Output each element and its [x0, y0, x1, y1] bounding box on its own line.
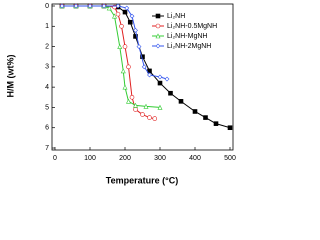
x-tick-label: 400	[189, 155, 201, 162]
point	[157, 104, 163, 110]
point	[155, 33, 161, 39]
x-tick-label: 100	[84, 155, 96, 162]
point	[155, 13, 161, 19]
point	[127, 19, 133, 25]
y-tick-label: 3	[45, 64, 49, 71]
plot-frame	[51, 3, 234, 151]
x-tick-label: 0	[53, 155, 57, 162]
series-line	[62, 5, 161, 108]
legend-label: Li₂NH-2MgNH	[167, 43, 211, 50]
point	[122, 44, 128, 49]
y-tick-label: 7	[45, 145, 49, 152]
point	[133, 107, 138, 112]
point	[141, 64, 147, 70]
point	[126, 98, 131, 104]
x-tick-label: 500	[224, 155, 236, 162]
point	[115, 3, 121, 9]
point	[192, 109, 198, 114]
point	[147, 115, 152, 120]
point	[213, 121, 219, 126]
x-tick-label: 200	[119, 155, 131, 162]
point	[112, 13, 117, 19]
point	[155, 23, 161, 29]
point	[73, 3, 79, 9]
series-line	[62, 5, 155, 120]
point	[143, 103, 149, 109]
legend-label: Li₂NH-0.5MgNH	[167, 23, 217, 30]
point	[140, 112, 145, 117]
legend-label: Li₂NH-MgNH	[167, 33, 207, 40]
point	[133, 27, 138, 33]
point	[124, 5, 130, 11]
point	[120, 68, 126, 74]
y-tick-label: 5	[45, 104, 49, 111]
legend-label: Li₂NH	[167, 13, 185, 20]
point	[126, 64, 131, 70]
point	[136, 44, 142, 49]
point	[129, 94, 135, 100]
y-tick-label: 1	[45, 23, 49, 30]
point	[203, 115, 208, 120]
point	[129, 13, 135, 19]
x-axis-label: Temperature (°C)	[106, 175, 178, 185]
point	[59, 3, 65, 9]
point	[155, 43, 161, 49]
point	[106, 5, 112, 11]
point	[164, 76, 170, 82]
y-tick-label: 6	[45, 125, 49, 132]
y-tick-label: 2	[45, 43, 49, 50]
point	[101, 3, 107, 9]
point	[152, 116, 158, 121]
point	[133, 102, 138, 108]
point	[157, 80, 163, 86]
point	[87, 3, 93, 9]
point	[122, 84, 128, 90]
point	[122, 9, 128, 15]
point	[157, 74, 163, 80]
x-tick-label: 300	[154, 155, 166, 162]
y-tick-label: 4	[45, 84, 49, 91]
point	[147, 72, 152, 78]
point	[227, 125, 233, 131]
point	[119, 23, 124, 29]
point	[117, 43, 123, 49]
y-axis-label: H/M (wt%)	[5, 55, 15, 98]
y-tick-label: 0	[45, 3, 49, 10]
point	[178, 99, 184, 104]
chart: Temperature (°C) H/M (wt%) 0 100 200 300 400…	[5, 3, 236, 186]
point	[133, 34, 138, 39]
point	[168, 90, 173, 96]
point	[115, 11, 121, 17]
